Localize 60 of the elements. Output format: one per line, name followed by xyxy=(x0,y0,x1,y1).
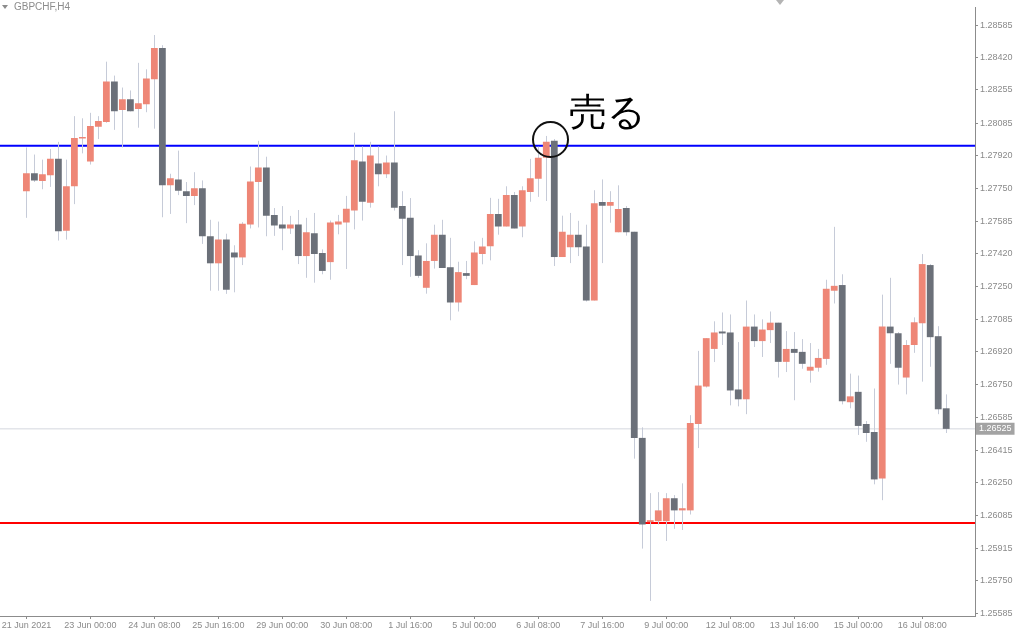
x-tick-label: 6 Jul 08:00 xyxy=(516,619,561,630)
y-tick-label: 1.26920 xyxy=(980,345,1013,356)
y-tick-label: 1.26250 xyxy=(980,477,1013,488)
candlestick xyxy=(174,150,182,196)
y-tick-label: 1.25915 xyxy=(980,542,1013,553)
y-tick-label: 1.26750 xyxy=(980,379,1013,390)
candlestick xyxy=(118,87,126,148)
candlestick xyxy=(846,373,854,409)
y-tick-label: 1.28585 xyxy=(980,19,1013,30)
y-tick-label: 1.27085 xyxy=(980,313,1013,324)
x-tick-label: 13 Jul 16:00 xyxy=(769,619,819,630)
y-tick-label: 1.25750 xyxy=(980,575,1013,586)
x-tick-label: 23 Jun 00:00 xyxy=(64,619,117,630)
y-tick-label: 1.26415 xyxy=(980,444,1013,455)
y-tick-label: 1.28420 xyxy=(980,52,1013,63)
x-tick-label: 21 Jun 2021 xyxy=(1,619,52,630)
y-tick-label: 1.27750 xyxy=(980,183,1013,194)
y-tick-label: 1.25585 xyxy=(980,607,1013,618)
candlestick xyxy=(23,147,30,219)
candlestick xyxy=(766,311,774,344)
candlestick xyxy=(190,171,198,206)
y-tick-label: 1.26085 xyxy=(980,509,1013,520)
y-tick-label: 1.27420 xyxy=(980,247,1013,258)
x-tick-label: 15 Jul 00:00 xyxy=(833,619,883,630)
x-tick-label: 1 Jul 16:00 xyxy=(388,619,433,630)
annotation: 売る xyxy=(569,90,646,134)
candlestick xyxy=(374,146,382,187)
x-tick-label: 12 Jul 08:00 xyxy=(705,619,755,630)
x-tick-label: 30 Jun 08:00 xyxy=(320,619,373,630)
y-tick-label: 1.28255 xyxy=(980,84,1013,95)
x-tick-label: 24 Jun 08:00 xyxy=(128,619,181,630)
x-tick-label: 5 Jul 00:00 xyxy=(452,619,497,630)
x-tick-label: 16 Jul 08:00 xyxy=(897,619,947,630)
x-tick-label: 9 Jul 00:00 xyxy=(644,619,689,630)
candlestick xyxy=(462,260,470,280)
x-tick-label: 25 Jun 16:00 xyxy=(192,619,245,630)
candlestick xyxy=(382,155,390,179)
candlestick xyxy=(758,318,766,358)
candlestick xyxy=(750,313,758,348)
y-tick-label: 1.27250 xyxy=(980,281,1013,292)
candlestick xyxy=(214,221,222,292)
ref-line-label: 1.26525 xyxy=(979,423,1012,434)
candlestick xyxy=(598,178,606,264)
y-tick-label: 1.26585 xyxy=(980,411,1013,422)
candlestick xyxy=(606,190,614,224)
y-tick-label: 1.28085 xyxy=(980,117,1013,128)
candlestick xyxy=(302,217,310,279)
x-tick-label: 7 Jul 16:00 xyxy=(580,619,625,630)
candlestick xyxy=(166,173,174,215)
candlestick xyxy=(670,494,678,530)
x-tick-label: 29 Jun 00:00 xyxy=(256,619,309,630)
candlestick xyxy=(886,277,894,365)
candlestick xyxy=(614,184,622,233)
candlestick xyxy=(30,154,38,183)
candlestick xyxy=(182,181,190,224)
chart-title: GBPCHF,H4 xyxy=(14,1,71,12)
y-tick-label: 1.27920 xyxy=(980,150,1013,161)
candlestick xyxy=(494,198,502,236)
y-tick-label: 1.27585 xyxy=(980,215,1013,226)
candlestick xyxy=(782,330,790,373)
